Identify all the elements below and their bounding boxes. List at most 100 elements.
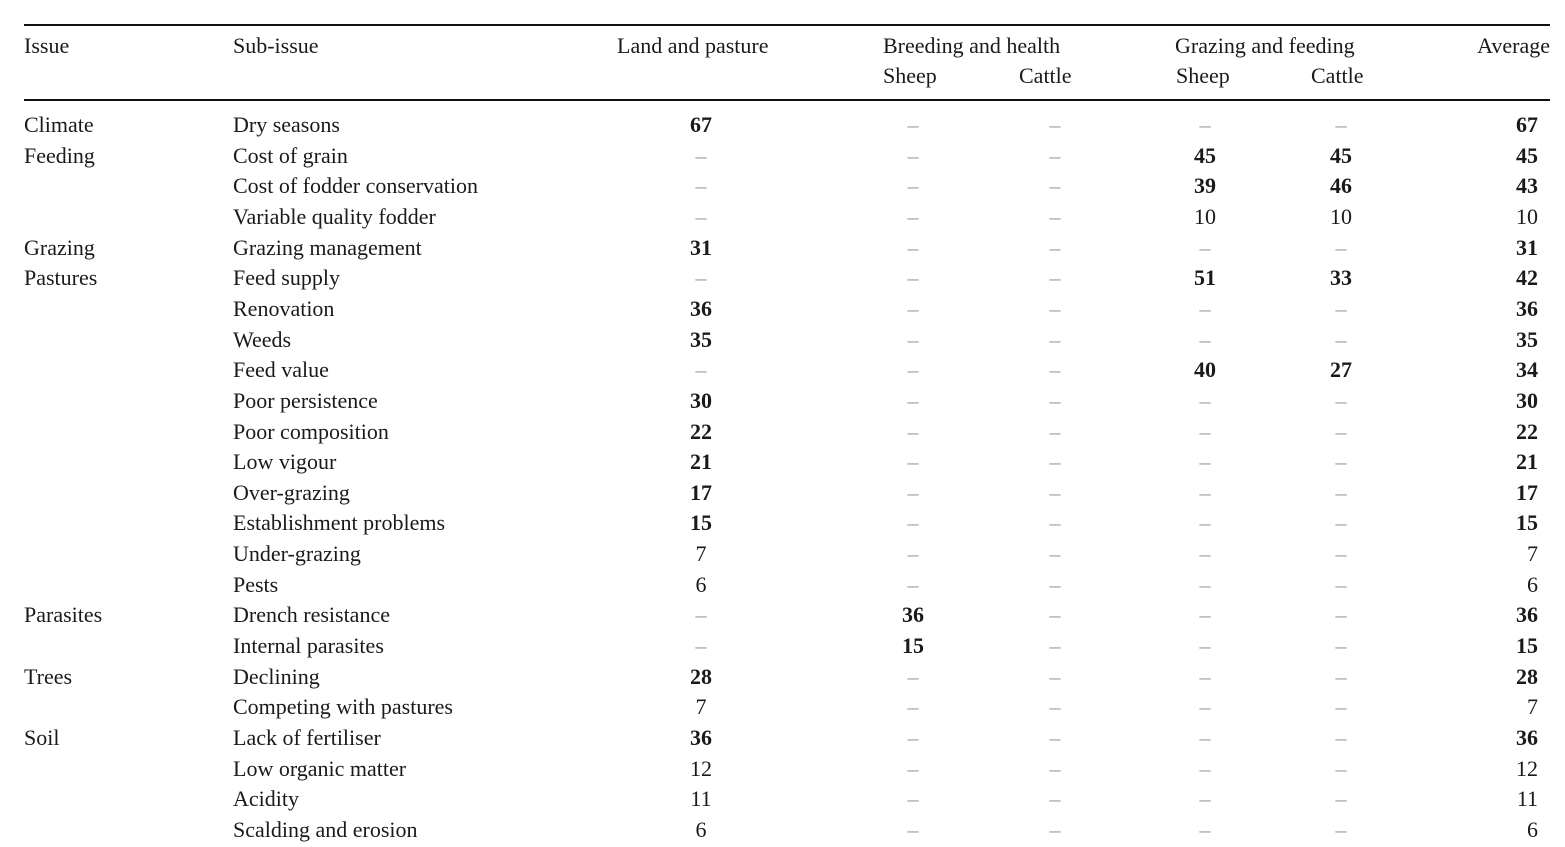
cell-grazing-cattle: 46 (1330, 173, 1352, 199)
cell-sub-issue: Declining (233, 663, 320, 689)
table-row: Low vigour 21 – – – – 21 (0, 449, 1565, 479)
table-row: Pests 6 – – – – 6 (0, 572, 1565, 602)
cell-sub-issue: Dry seasons (233, 112, 340, 137)
cell-grazing-sheep: – (1199, 602, 1211, 628)
cell-grazing-cattle: – (1335, 112, 1347, 137)
cell-sub-issue: Internal parasites (233, 633, 384, 659)
cell-breeding-sheep: – (907, 510, 919, 536)
cell-land-and-pasture: 28 (690, 663, 712, 689)
cell-land-and-pasture: 21 (690, 449, 712, 475)
cell-sub-issue: Poor composition (233, 418, 389, 444)
cell-breeding-cattle: – (1049, 173, 1061, 199)
cell-grazing-cattle: – (1335, 725, 1347, 750)
cell-breeding-sheep: – (907, 112, 919, 137)
cell-breeding-cattle: – (1049, 387, 1061, 413)
cell-average: 28 (1516, 663, 1538, 689)
cell-grazing-sheep: – (1199, 725, 1211, 750)
cell-average: 45 (1516, 142, 1538, 168)
table-row: Feed value – – – 40 27 34 (0, 357, 1565, 387)
cell-grazing-sheep: – (1199, 234, 1211, 260)
cell-breeding-sheep: – (907, 816, 919, 842)
header-grazing-sheep: Sheep (1176, 63, 1230, 88)
cell-land-and-pasture: – (695, 203, 707, 229)
cell-grazing-sheep: – (1199, 418, 1211, 444)
table-row: Under-grazing 7 – – – – 7 (0, 541, 1565, 571)
cell-breeding-cattle: – (1049, 663, 1061, 689)
cell-breeding-cattle: – (1049, 510, 1061, 536)
cell-grazing-sheep: – (1199, 663, 1211, 689)
cell-average: 21 (1516, 449, 1538, 475)
cell-sub-issue: Competing with pastures (233, 694, 453, 720)
cell-grazing-cattle: – (1335, 541, 1347, 567)
cell-breeding-sheep: – (907, 418, 919, 444)
cell-breeding-sheep: – (907, 786, 919, 812)
cell-sub-issue: Feed value (233, 357, 329, 383)
cell-breeding-cattle: – (1049, 755, 1061, 781)
cell-grazing-cattle: – (1335, 510, 1347, 536)
cell-average: 7 (1527, 541, 1538, 567)
cell-land-and-pasture: 22 (690, 418, 712, 444)
cell-grazing-sheep: – (1199, 816, 1211, 842)
cell-issue: Soil (24, 725, 60, 750)
cell-average: 12 (1516, 755, 1538, 781)
cell-sub-issue: Acidity (233, 786, 299, 812)
cell-land-and-pasture: 6 (695, 571, 707, 597)
cell-grazing-sheep: – (1199, 510, 1211, 536)
cell-breeding-sheep: – (907, 234, 919, 260)
cell-land-and-pasture: 7 (695, 541, 707, 567)
header-breeding-sheep: Sheep (883, 63, 937, 88)
cell-breeding-sheep: – (907, 295, 919, 321)
cell-issue: Parasites (24, 602, 103, 628)
cell-sub-issue: Variable quality fodder (233, 203, 436, 229)
cell-breeding-sheep: – (907, 663, 919, 689)
table-row: Over-grazing 17 – – – – 17 (0, 480, 1565, 510)
cell-land-and-pasture: 17 (690, 479, 712, 505)
cell-grazing-cattle: – (1335, 755, 1347, 781)
cell-sub-issue: Grazing management (233, 234, 422, 260)
cell-grazing-cattle: – (1335, 234, 1347, 260)
table-row: Trees Declining 28 – – – – 28 (0, 664, 1565, 694)
cell-breeding-cattle: – (1049, 541, 1061, 567)
cell-grazing-sheep: – (1199, 786, 1211, 812)
cell-grazing-cattle: – (1335, 326, 1347, 352)
cell-land-and-pasture: – (695, 357, 707, 383)
cell-grazing-cattle: 45 (1330, 142, 1352, 168)
cell-breeding-sheep: 36 (902, 602, 924, 628)
cell-grazing-cattle: – (1335, 418, 1347, 444)
cell-sub-issue: Cost of fodder conservation (233, 173, 478, 199)
cell-grazing-sheep: – (1199, 633, 1211, 659)
cell-grazing-sheep: – (1199, 541, 1211, 567)
cell-breeding-cattle: – (1049, 449, 1061, 475)
cell-grazing-sheep: – (1199, 326, 1211, 352)
cell-sub-issue: Cost of grain (233, 142, 348, 168)
cell-issue: Climate (24, 112, 94, 137)
cell-grazing-sheep: 10 (1194, 203, 1216, 229)
table-row: Weeds 35 – – – – 35 (0, 327, 1565, 357)
cell-land-and-pasture: – (695, 602, 707, 628)
cell-average: 43 (1516, 173, 1538, 199)
cell-grazing-cattle: 10 (1330, 203, 1352, 229)
cell-grazing-cattle: – (1335, 479, 1347, 505)
cell-breeding-sheep: – (907, 265, 919, 291)
cell-average: 36 (1516, 725, 1538, 750)
cell-grazing-cattle: – (1335, 449, 1347, 475)
cell-land-and-pasture: 6 (695, 816, 707, 842)
cell-land-and-pasture: – (695, 265, 707, 291)
cell-breeding-sheep: – (907, 571, 919, 597)
cell-breeding-cattle: – (1049, 602, 1061, 628)
cell-grazing-sheep: 45 (1194, 142, 1216, 168)
cell-grazing-sheep: – (1199, 479, 1211, 505)
cell-average: 15 (1516, 510, 1538, 536)
cell-breeding-cattle: – (1049, 418, 1061, 444)
cell-breeding-cattle: – (1049, 633, 1061, 659)
cell-grazing-sheep: – (1199, 449, 1211, 475)
cell-land-and-pasture: – (695, 173, 707, 199)
cell-average: 6 (1527, 571, 1538, 597)
cell-average: 36 (1516, 295, 1538, 321)
cell-breeding-cattle: – (1049, 571, 1061, 597)
table-row: Competing with pastures 7 – – – – 7 (0, 694, 1565, 724)
table-row: Pastures Feed supply – – – 51 33 42 (0, 265, 1565, 295)
table-row: Establishment problems 15 – – – – 15 (0, 510, 1565, 540)
cell-breeding-sheep: – (907, 725, 919, 750)
header-breeding-and-health: Breeding and health (883, 33, 1061, 58)
